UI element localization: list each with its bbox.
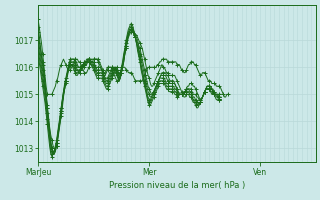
X-axis label: Pression niveau de la mer( hPa ): Pression niveau de la mer( hPa ): [109, 181, 245, 190]
